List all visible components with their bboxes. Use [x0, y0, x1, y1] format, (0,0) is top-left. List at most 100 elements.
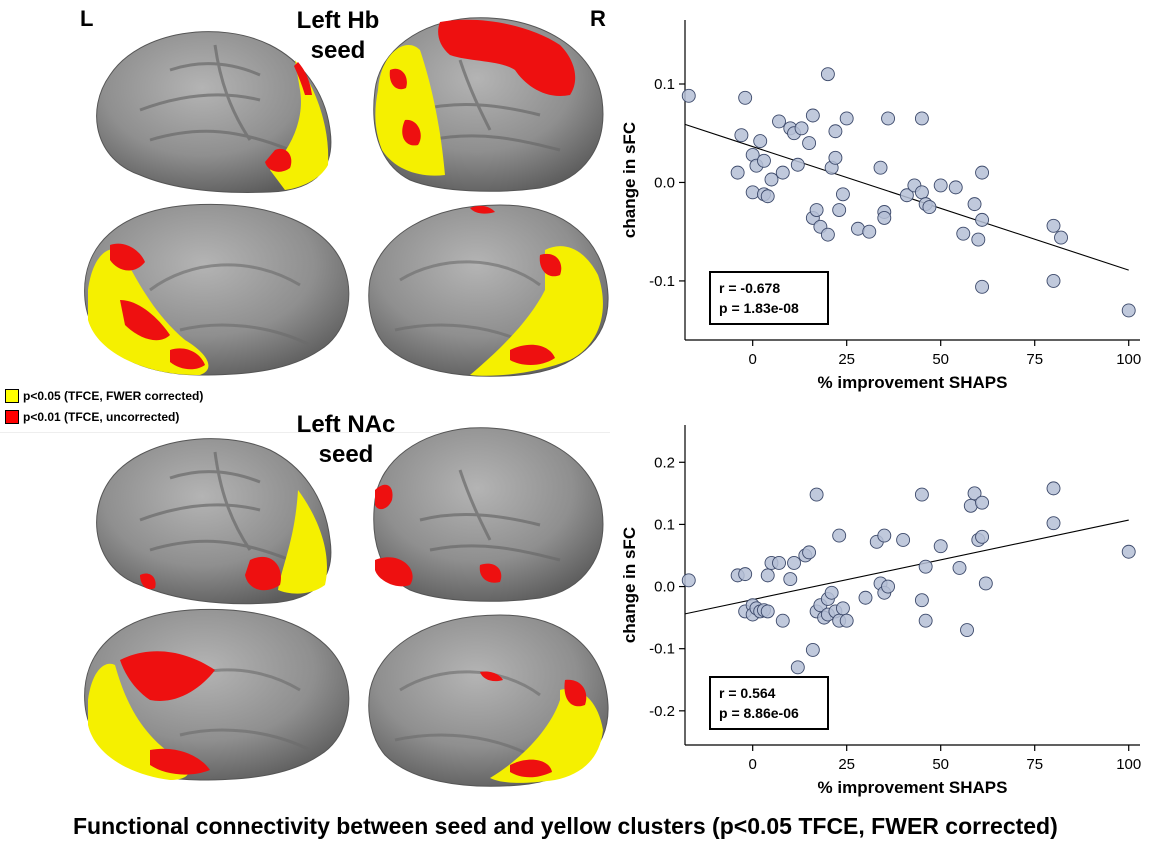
nac-right-medial-brain — [368, 614, 609, 787]
x-tick-label: 100 — [1116, 756, 1141, 773]
data-point — [820, 67, 835, 82]
data-point — [738, 567, 753, 582]
data-point — [858, 590, 873, 605]
data-point — [783, 572, 798, 587]
data-point — [899, 188, 914, 203]
data-point — [975, 212, 990, 227]
data-point — [960, 623, 974, 637]
y-tick-label: -0.2 — [649, 703, 675, 720]
data-point — [956, 226, 971, 241]
nac-right-lateral-brain — [373, 427, 604, 602]
data-point — [794, 121, 809, 136]
hb-right-lateral-brain — [373, 17, 604, 192]
data-point — [802, 136, 817, 151]
data-point — [1046, 218, 1061, 233]
data-point — [764, 172, 779, 187]
regression-line — [684, 519, 1129, 615]
data-point — [809, 203, 824, 217]
x-tick-label: 25 — [838, 756, 855, 773]
legend-swatch-yellow — [5, 389, 19, 403]
stats-r-value: r = 0.564 — [719, 685, 776, 701]
data-point — [772, 555, 786, 570]
data-point — [967, 197, 982, 212]
data-point — [824, 585, 839, 600]
x-axis-label: % improvement SHAPS — [818, 373, 1008, 392]
data-point — [681, 573, 696, 588]
scatter-chart-nac: 0 25 50 75 100 -0.2 -0.1 0.0 0.1 0.2 % improvement… — [620, 425, 1141, 797]
stats-r-value: r = -0.678 — [719, 280, 780, 296]
data-point — [881, 579, 896, 594]
data-point — [802, 545, 817, 560]
x-tick-label: 75 — [1026, 756, 1043, 773]
y-tick-label: 0.0 — [654, 174, 675, 191]
data-point — [787, 555, 801, 570]
data-point — [967, 486, 982, 501]
stats-box — [709, 676, 829, 730]
data-point — [918, 559, 933, 574]
data-point — [681, 88, 696, 103]
data-point — [775, 613, 790, 628]
data-point — [881, 111, 896, 126]
x-tick-label: 25 — [838, 351, 855, 368]
stats-p-value: p = 1.83e-08 — [719, 300, 799, 316]
right-hemisphere-label: R — [590, 6, 606, 31]
y-tick-label: -0.1 — [649, 273, 675, 290]
nac-seed-title: Left NAc seed — [296, 411, 396, 468]
stats-box — [709, 271, 829, 325]
data-point — [839, 613, 854, 628]
data-point — [790, 157, 805, 172]
x-tick-label: 75 — [1026, 351, 1043, 368]
data-point — [933, 539, 948, 554]
data-point — [914, 487, 929, 502]
y-axis-label: change in sFC — [620, 527, 639, 643]
y-tick-label: 0.2 — [654, 454, 675, 471]
legend-swatch-red — [5, 410, 19, 424]
data-point — [978, 576, 993, 591]
data-point — [975, 165, 990, 180]
y-axis-label: change in sFC — [620, 122, 639, 238]
data-point — [734, 128, 749, 143]
scatter-chart-hb: 0 25 50 75 100 -0.1 0.0 0.1 % improvement SHAPS c… — [620, 20, 1141, 392]
data-point — [738, 90, 753, 105]
brain-renderings — [84, 17, 609, 787]
data-point — [790, 660, 805, 675]
data-point — [914, 593, 929, 608]
hb-right-medial-brain — [368, 204, 609, 377]
stats-p-value: p = 8.86e-06 — [719, 705, 799, 721]
data-point — [975, 529, 990, 544]
x-tick-label: 50 — [932, 351, 949, 368]
data-point — [753, 134, 768, 149]
data-point — [828, 124, 843, 139]
data-point — [896, 533, 911, 547]
data-point — [839, 111, 854, 126]
data-point — [877, 210, 892, 225]
data-point — [832, 528, 847, 543]
data-point — [948, 180, 963, 195]
data-point — [757, 153, 771, 168]
data-point — [862, 224, 877, 239]
data-point — [730, 165, 745, 180]
hb-seed-title: Left Hb seed — [296, 7, 380, 64]
data-point — [832, 203, 847, 217]
data-point — [914, 111, 929, 126]
data-point — [760, 189, 775, 204]
legend-item-uncorrected: p<0.01 (TFCE, uncorrected) — [5, 410, 179, 424]
data-point — [835, 187, 850, 202]
legend-label: p<0.01 (TFCE, uncorrected) — [23, 410, 180, 424]
data-point — [772, 114, 786, 129]
data-point — [933, 178, 948, 193]
data-point — [918, 613, 933, 628]
data-point — [835, 601, 850, 616]
data-point — [760, 568, 775, 583]
x-tick-label: 0 — [749, 351, 757, 368]
figure-caption: Functional connectivity between seed and… — [73, 813, 1058, 839]
data-point — [820, 227, 835, 242]
data-point — [914, 185, 929, 200]
data-point — [745, 185, 760, 200]
data-point — [873, 160, 888, 175]
x-tick-label: 50 — [932, 756, 949, 773]
hb-left-lateral-brain — [96, 31, 332, 193]
data-point — [1121, 544, 1136, 559]
y-tick-label: 0.0 — [654, 579, 675, 596]
data-point — [1046, 481, 1061, 496]
